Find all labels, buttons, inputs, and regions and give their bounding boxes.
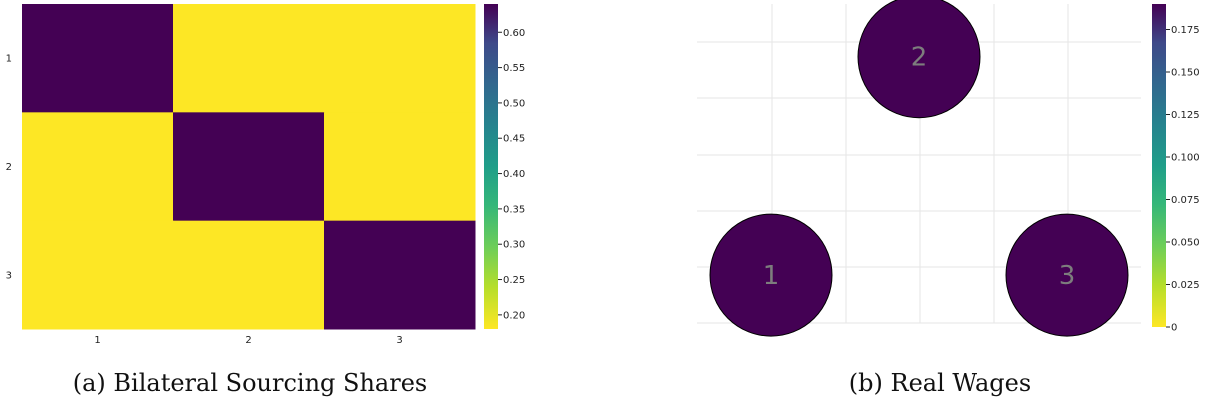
heatmap-colorbar-tick-label: 0.35 — [503, 204, 525, 215]
heatmap-colorbar-tick-label: 0.50 — [503, 98, 525, 109]
real-wages-colorbar-tick-label: 0.125 — [1171, 110, 1200, 121]
real-wages-colorbar: 0 0.025 0.050 0.075 0.100 0.125 0.150 0.175 — [1152, 4, 1200, 334]
heatmap-colorbar-tick-label: 0.20 — [503, 310, 525, 321]
heatmap-cell — [22, 112, 174, 222]
heatmap-colorbar-tick-label: 0.40 — [503, 169, 525, 180]
real-wages-colorbar-tick-label: 0.075 — [1171, 195, 1200, 206]
heatmap-cell — [324, 4, 476, 113]
heatmap-y-tick-label: 2 — [6, 162, 12, 173]
real-wages-nodes: 1 2 3 — [709, 0, 1129, 337]
real-wages-colorbar-tick-label: 0.150 — [1171, 68, 1200, 79]
heatmap-cell — [173, 4, 325, 113]
heatmap-chart: 1 2 3 1 2 3 0.20 0.25 0.30 0.35 0.40 0.45 0.50 0.55… — [6, 4, 525, 346]
real-wages-node — [709, 213, 833, 337]
real-wages-colorbar-tick-label: 0.100 — [1171, 153, 1200, 164]
heatmap-colorbar-tick-label: 0.25 — [503, 275, 525, 286]
real-wages-colorbar-tick-label: 0.050 — [1171, 238, 1200, 249]
real-wages-colorbar-gradient — [1152, 4, 1166, 327]
real-wages-node-label: 1 — [763, 261, 780, 291]
real-wages-node — [857, 0, 981, 119]
real-wages-node-label: 2 — [911, 43, 928, 73]
real-wages-colorbar-tick-label: 0 — [1171, 323, 1177, 334]
heatmap-y-tick-label: 3 — [6, 270, 12, 281]
heatmap-cell — [173, 220, 325, 330]
heatmap-cells — [22, 4, 476, 330]
caption-bilateral-sourcing-shares: (a) Bilateral Sourcing Shares — [72, 369, 428, 397]
real-wages-colorbar-tick-label: 0.025 — [1171, 280, 1200, 291]
heatmap-x-tick-label: 3 — [396, 335, 402, 346]
heatmap-x-tick-label: 1 — [94, 335, 100, 346]
heatmap-x-ticks: 1 2 3 — [94, 335, 402, 346]
heatmap-cell — [324, 220, 476, 330]
real-wages-node — [1005, 213, 1129, 337]
heatmap-colorbar-tick-label: 0.60 — [503, 28, 525, 39]
heatmap-colorbar-gradient — [484, 4, 498, 329]
heatmap-cell — [324, 112, 476, 222]
heatmap-colorbar-tick-label: 0.55 — [503, 63, 525, 74]
heatmap-colorbar: 0.20 0.25 0.30 0.35 0.40 0.45 0.50 0.55 0.60 — [484, 4, 525, 329]
caption-real-wages: (b) Real Wages — [848, 369, 1032, 397]
real-wages-node-label: 3 — [1059, 261, 1076, 291]
heatmap-cell — [22, 220, 174, 330]
heatmap-y-tick-label: 1 — [6, 54, 12, 65]
heatmap-cell — [173, 112, 325, 222]
real-wages-chart: 1 2 3 0 0.025 0.050 0.075 0.100 0.125 0.150 0.175 — [697, 0, 1200, 337]
heatmap-y-ticks: 1 2 3 — [6, 54, 12, 282]
heatmap-colorbar-tick-label: 0.45 — [503, 134, 525, 145]
heatmap-colorbar-tick-label: 0.30 — [503, 240, 525, 251]
heatmap-cell — [22, 4, 174, 113]
heatmap-x-tick-label: 2 — [245, 335, 251, 346]
real-wages-colorbar-tick-label: 0.175 — [1171, 25, 1200, 36]
